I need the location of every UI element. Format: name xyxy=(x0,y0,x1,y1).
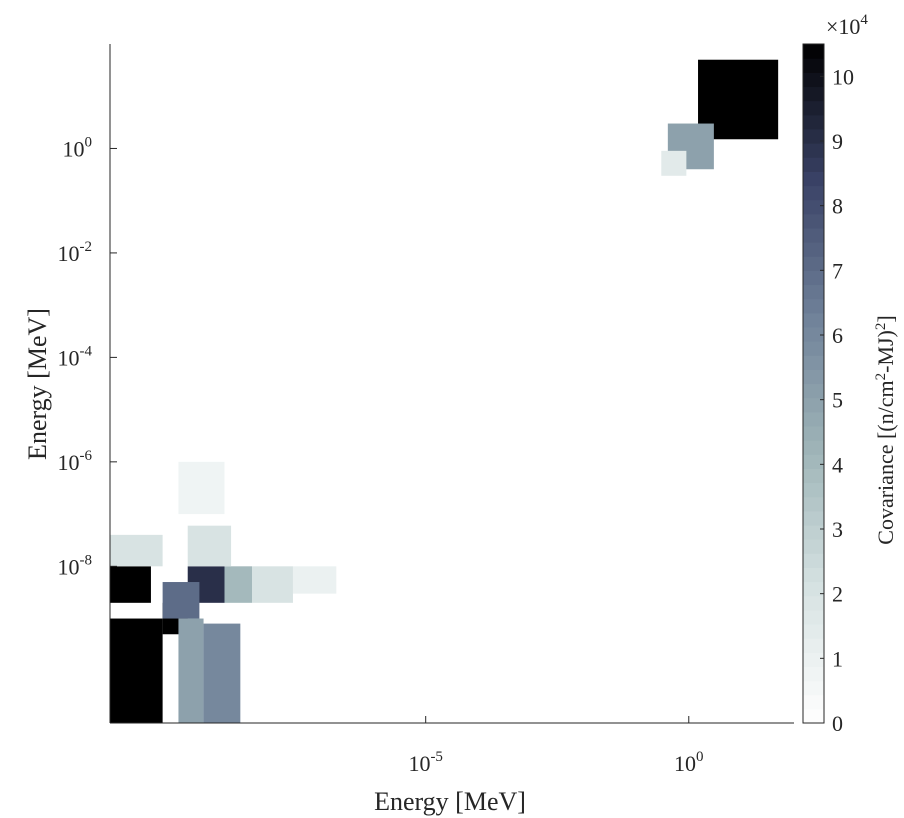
colorbar-segment xyxy=(803,298,824,314)
colorbar-segment xyxy=(803,171,824,187)
colorbar-segment xyxy=(803,708,824,724)
colorbar-segment xyxy=(803,383,824,399)
heatmap-cell-7 xyxy=(292,566,337,594)
y-tick-label-1: 10-2 xyxy=(58,239,93,266)
colorbar-segment xyxy=(803,326,824,342)
colorbar-tick-label-4: 4 xyxy=(832,452,843,477)
heatmap-cell-9 xyxy=(178,461,225,515)
heatmap-cell-2 xyxy=(110,566,151,603)
colorbar-segment xyxy=(803,100,824,116)
heatmap-cell-12 xyxy=(203,623,241,723)
colorbar-segment xyxy=(803,44,824,59)
y-axis-label: Energy [MeV] xyxy=(23,308,52,460)
colorbar-tick-label-2: 2 xyxy=(832,582,843,607)
y-tick-label-2: 10-4 xyxy=(58,343,93,370)
colorbar-segment xyxy=(803,157,824,172)
colorbar-tick-label-8: 8 xyxy=(832,194,843,219)
colorbar-segment xyxy=(803,524,824,540)
heatmap-cell-10 xyxy=(110,534,163,567)
colorbar-segment xyxy=(803,128,824,144)
colorbar-segment xyxy=(803,581,824,597)
heatmap-cell-0 xyxy=(110,618,163,723)
colorbar-segment xyxy=(803,482,824,498)
colorbar-segment xyxy=(803,227,824,243)
colorbar-segment xyxy=(803,143,824,158)
colorbar-segment xyxy=(803,185,824,201)
colorbar-tick-label-10: 10 xyxy=(832,64,854,89)
colorbar-segment xyxy=(803,270,824,286)
colorbar-segment xyxy=(803,440,824,455)
colorbar-segment xyxy=(803,510,824,526)
colorbar-segment xyxy=(803,369,824,385)
colorbar-segment xyxy=(803,312,824,328)
colorbar-segment xyxy=(803,355,824,370)
heatmap-cell-5 xyxy=(224,566,253,603)
colorbar-segment xyxy=(803,680,824,696)
colorbar-tick-label-0: 0 xyxy=(832,711,843,736)
colorbar-segment xyxy=(803,256,824,271)
colorbar-segment xyxy=(803,425,824,441)
colorbar-segment xyxy=(803,638,824,653)
x-axis-label: Energy [MeV] xyxy=(374,787,526,816)
colorbar-tick-label-5: 5 xyxy=(832,388,843,413)
y-tick-label-3: 10-6 xyxy=(58,448,93,475)
colorbar-tick-label-1: 1 xyxy=(832,646,843,671)
heatmap-cell-6 xyxy=(252,566,293,603)
colorbar-segment xyxy=(803,213,824,229)
colorbar-segment xyxy=(803,341,824,356)
colorbar-segment xyxy=(803,114,824,130)
colorbar-segment xyxy=(803,72,824,88)
colorbar-segment xyxy=(803,199,824,215)
colorbar-segment xyxy=(803,567,824,583)
axes: 10-5 100 100 10-2 10-4 10-6 10-8 xyxy=(58,44,794,776)
colorbar-segment xyxy=(803,496,824,512)
colorbar-segment xyxy=(803,539,824,554)
colorbar-segment xyxy=(803,242,824,257)
heatmap-cell-4 xyxy=(162,582,200,619)
colorbar-segment xyxy=(803,652,824,668)
colorbar-frame xyxy=(802,43,825,724)
heatmap-cell-8 xyxy=(187,525,232,567)
colorbar-segment xyxy=(803,86,824,102)
colorbar-multiplier: ×104 xyxy=(826,12,868,39)
heatmap-cell-15 xyxy=(661,150,687,176)
x-tick-label-1: 100 xyxy=(674,749,704,776)
colorbar-segment xyxy=(803,468,824,484)
colorbar-segment xyxy=(803,595,824,611)
colorbar-segment xyxy=(803,623,824,639)
colorbar-segment xyxy=(803,553,824,568)
colorbar-segment xyxy=(803,454,824,469)
colorbar-tick-label-3: 3 xyxy=(832,517,843,542)
colorbar-segment xyxy=(803,58,824,73)
x-tick-label-0: 10-5 xyxy=(408,749,443,776)
colorbar-label: Covariance [(n/cm2-MJ)2] xyxy=(873,315,898,544)
colorbar-segment xyxy=(803,411,824,427)
colorbar-tick-label-9: 9 xyxy=(832,129,843,154)
colorbar-segment xyxy=(803,397,824,413)
heatmap-cell-11 xyxy=(178,618,204,723)
colorbar-segment xyxy=(803,666,824,682)
colorbar: 0 1 2 3 4 5 6 7 8 9 10 ×104 Covariance [(n/cm2-MJ)2] xyxy=(802,12,898,736)
colorbar-segment xyxy=(803,694,824,710)
colorbar-tick-label-7: 7 xyxy=(832,258,843,283)
colorbar-segment xyxy=(803,609,824,625)
colorbar-segment xyxy=(803,284,824,300)
y-tick-label-4: 10-8 xyxy=(58,552,93,579)
plot-area xyxy=(110,59,779,723)
colorbar-tick-label-6: 6 xyxy=(832,323,843,348)
y-tick-label-0: 100 xyxy=(63,134,93,161)
axis-labels: Energy [MeV] Energy [MeV] xyxy=(23,308,526,816)
